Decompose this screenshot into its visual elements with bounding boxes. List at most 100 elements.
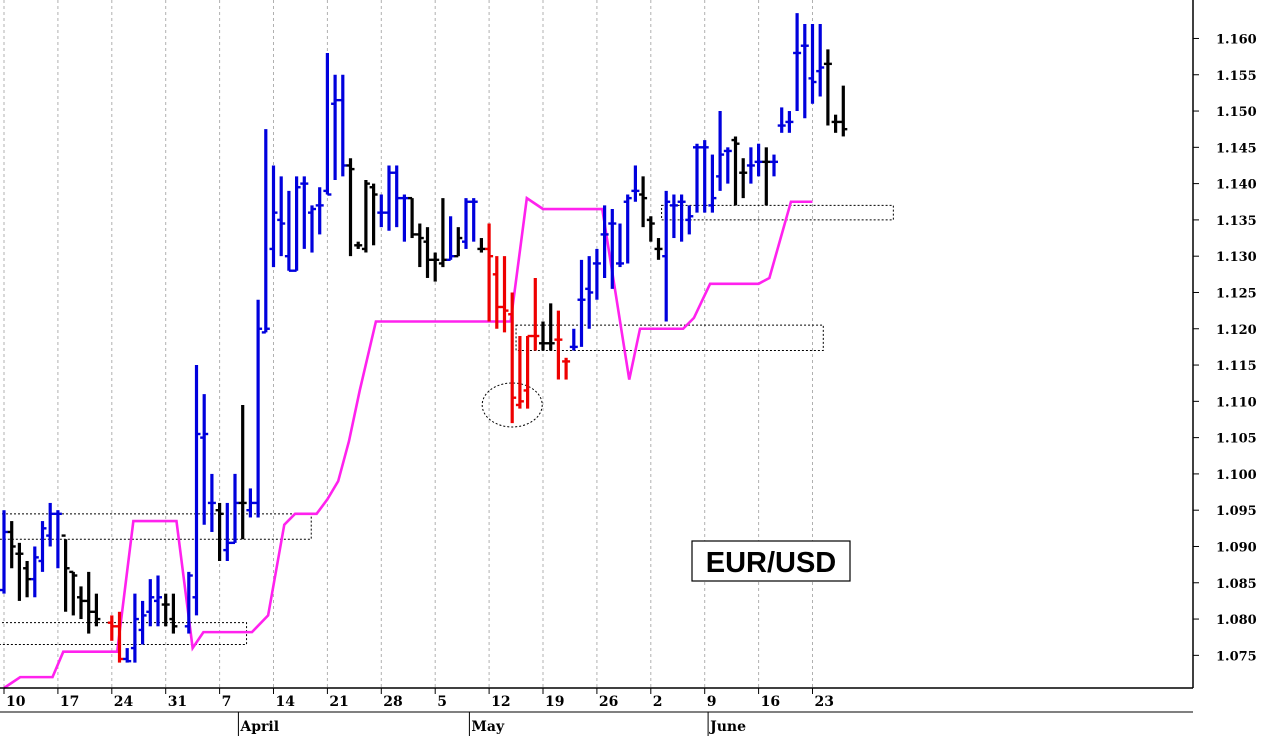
- ohlc-bar: [308, 205, 316, 253]
- ohlc-bar: [669, 194, 678, 239]
- ohlc-bar: [146, 579, 155, 627]
- ohlc-bar: [762, 147, 771, 206]
- ohlc-bar: [130, 593, 139, 663]
- ohlc-bar: [361, 179, 370, 253]
- ohlc-bar: [377, 194, 386, 228]
- ohlc-bar: [53, 510, 62, 569]
- y-tick-label: 1.075: [1216, 649, 1257, 664]
- x-tick-label: 17: [60, 694, 79, 710]
- ohlc-bar: [331, 74, 340, 180]
- ohlc-bar: [446, 216, 455, 262]
- ohlc-bar: [585, 256, 594, 329]
- ohlc-bar: [685, 205, 694, 235]
- ohlc-bar: [246, 488, 255, 518]
- ohlc-bar: [438, 198, 447, 268]
- ohlc-bar: [431, 252, 440, 282]
- ohlc-bar: [608, 209, 617, 289]
- ohlc-bar: [693, 143, 701, 213]
- dashed-box: [515, 324, 824, 352]
- y-tick-label: 1.120: [1216, 323, 1257, 338]
- y-tick-label: 1.130: [1216, 250, 1257, 265]
- y-tick-label: 1.100: [1216, 468, 1257, 483]
- ohlc-bar: [408, 196, 417, 239]
- ohlc-bar: [200, 394, 209, 525]
- ohlc-bar: [793, 13, 802, 112]
- ohlc-bar: [184, 571, 193, 634]
- grid-layer: [3, 0, 813, 688]
- ohlc-bar: [269, 165, 278, 268]
- y-tick-label: 1.095: [1216, 504, 1257, 519]
- ohlc-bar: [485, 223, 494, 322]
- ohlc-bar: [315, 187, 324, 235]
- ohlc-bar: [823, 49, 832, 126]
- dashed-box: [0, 513, 312, 540]
- ohlc-bar: [454, 227, 463, 258]
- dashed-box-layer: [0, 204, 894, 645]
- y-tick-label: 1.090: [1216, 540, 1257, 555]
- ohlc-bar: [354, 241, 363, 249]
- dashed-box: [0, 622, 248, 645]
- ohlc-bar: [800, 23, 809, 119]
- y-tick-label: 1.145: [1216, 141, 1257, 156]
- y-tick-label: 1.160: [1216, 32, 1257, 47]
- ohlc-bar: [462, 198, 470, 249]
- ohlc-bar: [477, 238, 486, 253]
- y-tick-label: 1.150: [1216, 105, 1257, 120]
- chart-title: EUR/USD: [706, 547, 837, 579]
- ohlc-bar: [515, 336, 524, 409]
- dashed-box: [661, 204, 894, 221]
- ohlc-bar: [531, 277, 540, 351]
- low-ellipse: [481, 382, 543, 428]
- ohlc-bar: [7, 521, 16, 569]
- ohlc-bar: [423, 227, 432, 278]
- ohlc-bar: [562, 357, 571, 380]
- ohlc-bar: [323, 52, 332, 196]
- ohlc-bar: [623, 194, 632, 264]
- x-tick-label: 19: [545, 694, 564, 710]
- ohlc-bar: [400, 194, 409, 242]
- ohlc-bar: [716, 111, 725, 191]
- ohlc-bar: [30, 546, 39, 598]
- ohlc-bar: [215, 502, 224, 561]
- price-bars-layer: [0, 13, 848, 663]
- ohlc-bar: [207, 473, 216, 532]
- ohlc-bar: [46, 502, 55, 547]
- ohlc-bar: [631, 165, 640, 202]
- ohlc-bar: [616, 223, 624, 268]
- x-tick-label: 12: [491, 694, 510, 710]
- ohlc-bar: [169, 593, 178, 634]
- month-label: May: [471, 719, 505, 735]
- ohlc-bar: [700, 140, 709, 213]
- title-layer: EUR/USD: [691, 540, 851, 582]
- ohlc-bar: [92, 593, 101, 627]
- ohlc-bar: [831, 114, 840, 133]
- ohlc-bar: [277, 176, 286, 257]
- y-tick-label: 1.125: [1216, 286, 1257, 301]
- ohlc-bar: [223, 502, 232, 561]
- ohlc-bar: [577, 259, 586, 347]
- ohlc-bar: [808, 23, 817, 104]
- ohlc-bar: [639, 176, 648, 228]
- ohlc-bar: [300, 176, 309, 249]
- ohlc-bar: [192, 365, 201, 616]
- ohlc-bar: [369, 183, 378, 246]
- x-tick-label: 14: [276, 694, 296, 710]
- ohlc-bar: [123, 648, 132, 663]
- ohlc-bar: [646, 216, 655, 242]
- x-tick-label: 31: [168, 694, 187, 710]
- ohlc-bar: [508, 292, 517, 424]
- magenta-line: [3, 195, 813, 690]
- ohlc-bar: [231, 473, 239, 545]
- ohlc-bar: [261, 129, 270, 334]
- ohlc-bar: [600, 205, 609, 278]
- chart-title-box: [691, 540, 851, 582]
- x-tick-label: 16: [761, 694, 780, 710]
- ohlc-bar: [723, 147, 732, 184]
- ohlc-bar: [107, 615, 116, 641]
- ohlc-bar: [77, 586, 85, 620]
- magenta-line-layer: [3, 195, 813, 690]
- ohlc-bar: [500, 256, 509, 333]
- ohlc-bar: [785, 111, 794, 133]
- ohlc-bar: [23, 560, 32, 598]
